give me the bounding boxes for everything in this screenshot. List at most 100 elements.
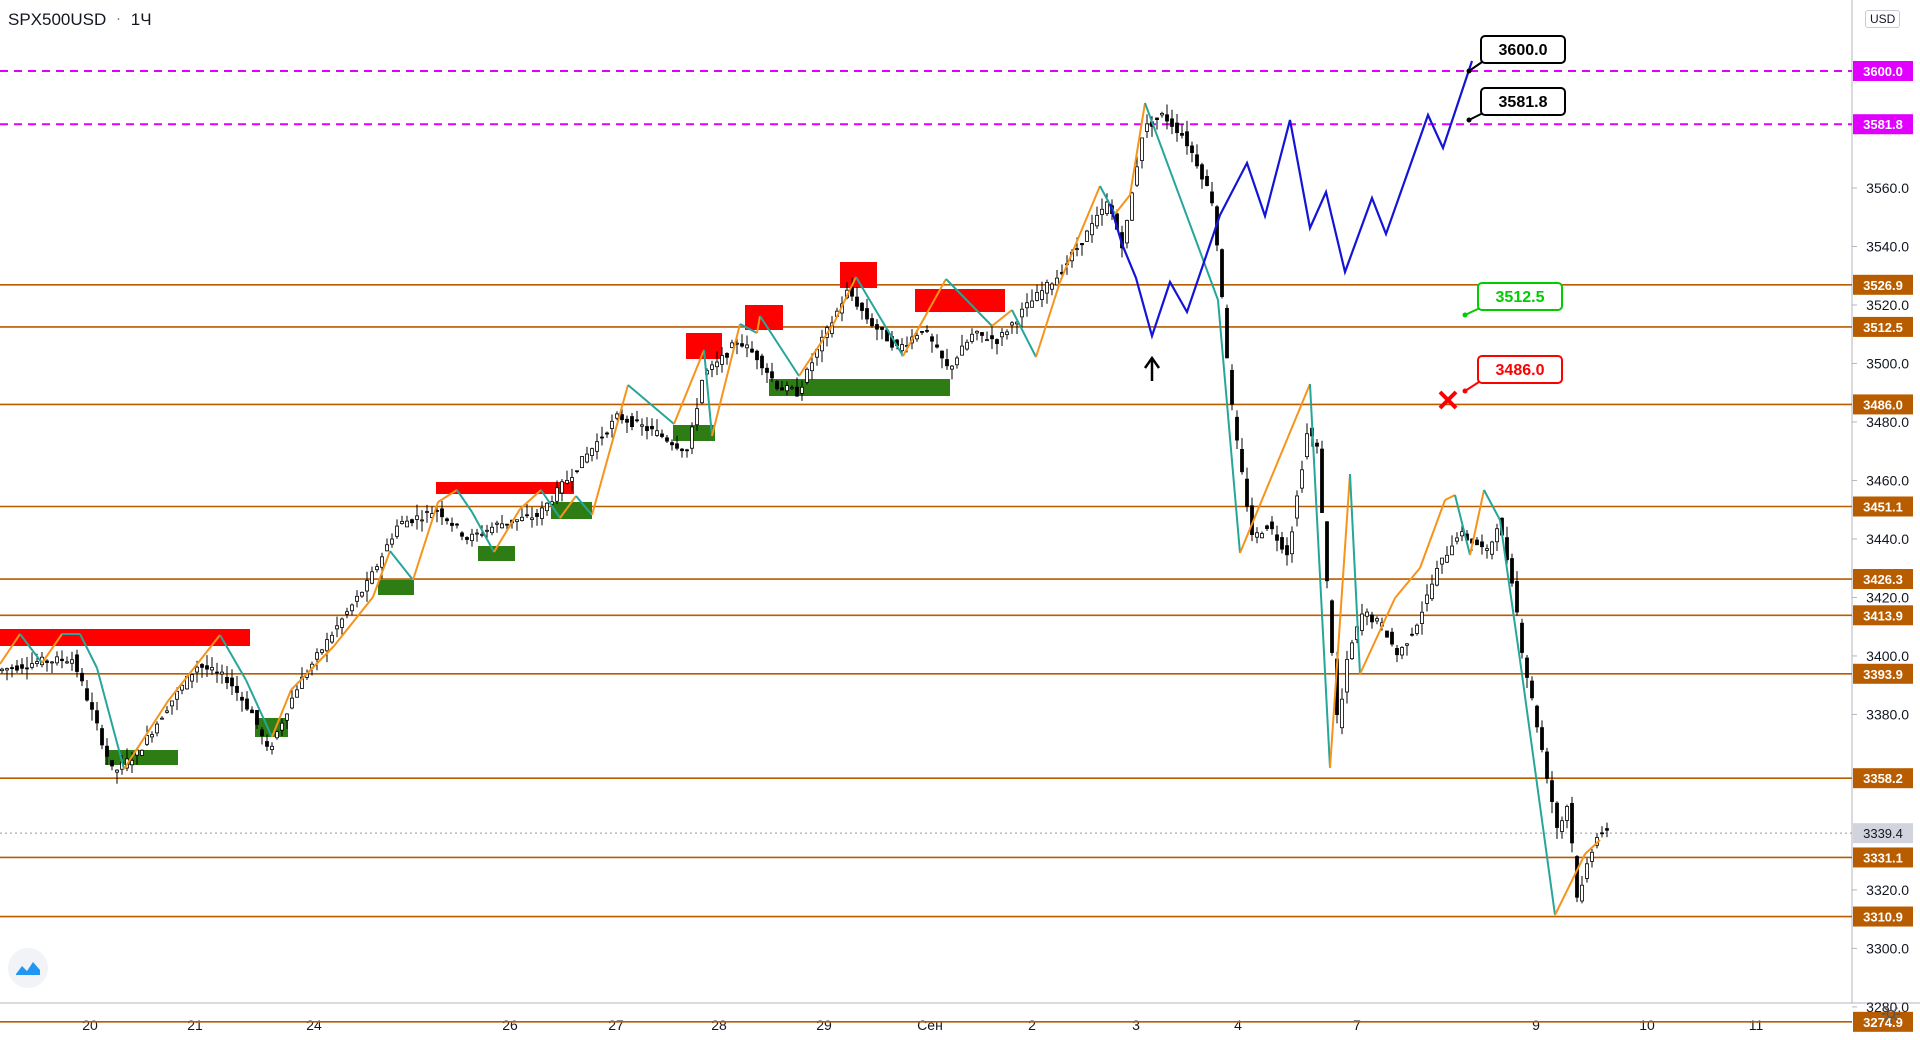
- candle-body: [255, 710, 259, 725]
- candle-body: [505, 523, 509, 526]
- zigzag-segment: [1329, 473, 1351, 769]
- candle-body: [0, 668, 4, 672]
- timeframe-label[interactable]: 1Ч: [130, 10, 152, 29]
- candle-body: [640, 424, 644, 427]
- price-tick-label: 3400.0: [1866, 648, 1909, 664]
- price-tick-label: 3420.0: [1866, 589, 1909, 605]
- candle-body: [180, 684, 184, 691]
- level-price-label: 3426.3: [1863, 572, 1903, 587]
- price-callout: 3486.0: [1462, 355, 1563, 394]
- level-price-label: 3393.9: [1863, 667, 1903, 682]
- candle-body: [945, 359, 949, 367]
- zigzag-segment: [756, 315, 761, 334]
- candle-body: [350, 604, 354, 612]
- zigzag-segment: [1444, 494, 1456, 501]
- candle-body: [1295, 495, 1299, 519]
- candle-body: [110, 759, 114, 767]
- candle-body: [170, 700, 174, 707]
- candle-body: [280, 722, 284, 731]
- price-tick-label: 3560.0: [1866, 180, 1909, 196]
- candle-body: [1180, 133, 1184, 136]
- candle-body: [230, 677, 234, 687]
- candle-body: [590, 448, 594, 456]
- candle-body: [340, 618, 344, 628]
- candle-body: [1360, 613, 1364, 631]
- zigzag-segment: [559, 495, 577, 519]
- candle-body: [1080, 243, 1084, 246]
- candle-body: [1340, 698, 1344, 729]
- zigzag-segment: [123, 700, 169, 770]
- candle-body: [1395, 648, 1399, 656]
- gear-icon[interactable]: [1880, 1003, 1902, 1025]
- candle-body: [1515, 581, 1519, 613]
- zigzag-segment: [627, 384, 675, 425]
- candle-body: [300, 676, 304, 689]
- price-tick-label: 3480.0: [1866, 414, 1909, 430]
- zigzag-segment: [1035, 281, 1061, 358]
- currency-button[interactable]: USD: [1865, 10, 1901, 28]
- candle-body: [685, 449, 689, 452]
- candle-body: [1090, 223, 1094, 236]
- zigzag-segment: [41, 633, 63, 664]
- candle-body: [870, 318, 874, 327]
- candle-body: [700, 379, 704, 404]
- candle-body: [605, 432, 609, 435]
- zigzag-segment: [1011, 309, 1037, 358]
- candle-body: [470, 533, 474, 541]
- tradingview-logo-icon[interactable]: [8, 948, 48, 988]
- candle-body: [1590, 851, 1594, 862]
- zigzag-segment: [1499, 519, 1521, 661]
- time-tick-label: 20: [82, 1017, 98, 1033]
- candle-body: [1365, 611, 1369, 617]
- zigzag-segment: [519, 489, 542, 510]
- level-price-label: 3600.0: [1863, 64, 1903, 79]
- candle-body: [1550, 780, 1554, 803]
- zigzag-segment: [540, 489, 561, 519]
- candle-body: [275, 731, 279, 739]
- level-price-label: 3486.0: [1863, 397, 1903, 412]
- candle-body: [245, 698, 249, 710]
- candle-body: [535, 513, 539, 517]
- callout-label: 3486.0: [1496, 362, 1545, 379]
- time-tick-label: 3: [1132, 1017, 1140, 1033]
- candle-body: [775, 380, 779, 390]
- candle-body: [1160, 112, 1164, 116]
- candle-body: [30, 663, 34, 668]
- price-callout: 3512.5: [1462, 282, 1563, 318]
- price-tick-label: 3380.0: [1866, 706, 1909, 722]
- zigzag-segment: [833, 276, 857, 324]
- zigzag-segment: [739, 323, 758, 334]
- candle-body: [90, 702, 94, 710]
- candle-body: [260, 729, 264, 737]
- candle-body: [570, 477, 574, 482]
- candle-body: [855, 296, 859, 307]
- candle-body: [715, 361, 719, 368]
- level-price-tag: [1853, 768, 1913, 789]
- zigzag-segment: [1554, 853, 1586, 916]
- candle-body: [1255, 532, 1259, 538]
- candle-body: [70, 659, 74, 664]
- zigzag-segment: [1129, 102, 1146, 196]
- symbol-name[interactable]: SPX500USD: [8, 10, 107, 29]
- candle-body: [60, 658, 64, 662]
- candle-body: [1085, 230, 1089, 242]
- candle-body: [495, 522, 499, 525]
- supply-zone: [436, 482, 574, 494]
- time-tick-label: 2: [1028, 1017, 1036, 1033]
- candle-body: [960, 345, 964, 356]
- zigzag-segment: [167, 634, 221, 702]
- level-price-tag: [1853, 61, 1913, 81]
- level-price-label: 3581.8: [1863, 117, 1903, 132]
- candle-body: [225, 677, 229, 683]
- candle-body: [1245, 478, 1249, 507]
- candle-body: [285, 713, 289, 721]
- candle-body: [695, 408, 699, 426]
- symbol-header[interactable]: SPX500USD · 1Ч: [8, 10, 152, 30]
- time-tick-label: 29: [816, 1017, 832, 1033]
- time-tick-label: 10: [1639, 1017, 1655, 1033]
- zigzag-segment: [673, 349, 705, 425]
- zigzag-segment: [333, 596, 374, 647]
- price-tick-label: 3540.0: [1866, 238, 1909, 254]
- candle-body: [940, 350, 944, 359]
